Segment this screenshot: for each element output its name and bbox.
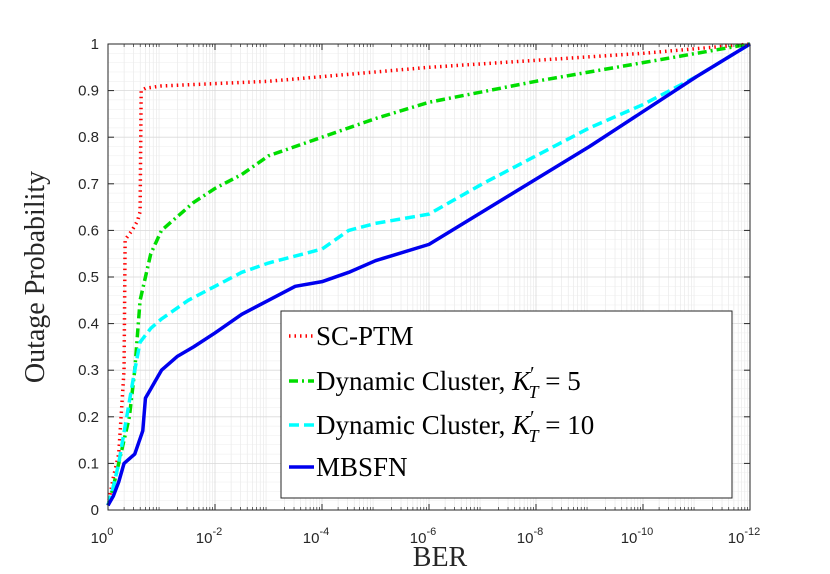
x-tick-base: 10 <box>196 530 213 547</box>
y-tick-label: 0.5 <box>78 269 99 286</box>
legend-entry-dynamic-cluster-5: Dynamic Cluster, K′ T = 5 <box>289 363 581 402</box>
series-line-sc-ptm <box>106 42 751 506</box>
legend-math-sup: ′ <box>530 407 534 429</box>
legend-label-mbsfn: MBSFN <box>316 452 408 482</box>
series-line-dynamic-cluster-k-t-10 <box>106 42 751 506</box>
x-tick-base: 10 <box>303 530 320 547</box>
y-tick-label: 0.1 <box>78 455 99 472</box>
x-tick-labels: 100 10-2 10-4 10-6 10-8 10-10 10-12 <box>91 526 761 547</box>
y-axis-label: Outage Probability <box>20 171 51 383</box>
x-tick-label: 10-8 <box>517 526 543 547</box>
y-tick-labels: 0 0.1 0.2 0.3 0.4 0.5 0.6 0.7 0.8 0.9 1 <box>78 36 99 519</box>
series-line-dynamic-cluster-k-t-5 <box>106 42 751 506</box>
y-tick-label: 0.6 <box>78 222 99 239</box>
legend-label-prefix: Dynamic Cluster, <box>316 366 512 396</box>
x-tick-exponent: 0 <box>107 526 113 538</box>
x-tick-label: 100 <box>91 526 114 547</box>
series-lines <box>106 42 751 507</box>
x-tick-base: 10 <box>728 530 745 547</box>
legend-math-rhs: = 10 <box>539 410 595 440</box>
x-tick-exponent: -12 <box>744 526 760 538</box>
x-tick-exponent: -4 <box>319 526 329 538</box>
legend-math-sub: T <box>529 426 541 446</box>
y-tick-label: 0.9 <box>78 83 99 100</box>
x-tick-exponent: -2 <box>212 526 222 538</box>
x-tick-exponent: -10 <box>637 526 653 538</box>
legend-entry-sc-ptm: SC-PTM <box>289 321 414 351</box>
legend-math-rhs: = 5 <box>539 366 581 396</box>
y-tick-label: 0.8 <box>78 129 99 146</box>
y-tick-label: 0.2 <box>78 409 99 426</box>
legend-entry-dynamic-cluster-10: Dynamic Cluster, K′ T = 10 <box>289 407 594 446</box>
legend-entry-mbsfn: MBSFN <box>289 452 408 482</box>
legend-label-dynamic-cluster-10: Dynamic Cluster, K′ T = 10 <box>316 407 594 446</box>
legend-math-var: K <box>511 366 532 396</box>
axis-ticks <box>107 43 751 511</box>
x-tick-label: 10-6 <box>410 526 436 547</box>
x-tick-base: 10 <box>410 530 427 547</box>
legend-label-dynamic-cluster-5: Dynamic Cluster, K′ T = 5 <box>316 363 581 402</box>
legend-box <box>280 310 733 499</box>
x-tick-exponent: -8 <box>533 526 543 538</box>
x-tick-base: 10 <box>621 530 638 547</box>
legend-label-sc-ptm: SC-PTM <box>316 321 414 351</box>
y-tick-label: 0.3 <box>78 362 99 379</box>
x-tick-label: 10-2 <box>196 526 222 547</box>
y-tick-label: 0.4 <box>78 316 99 333</box>
y-tick-label: 0 <box>91 502 99 519</box>
x-tick-base: 10 <box>517 530 534 547</box>
legend: SC-PTM Dynamic Cluster, K′ T = 5 Dynamic … <box>280 310 733 499</box>
series-line-mbsfn <box>106 42 751 507</box>
legend-math-var: K <box>511 410 532 440</box>
x-tick-exponent: -6 <box>426 526 436 538</box>
x-axis-label: BER <box>413 542 468 573</box>
x-tick-label: 10-10 <box>621 526 654 547</box>
legend-label-prefix: Dynamic Cluster, <box>316 410 512 440</box>
x-tick-base: 10 <box>91 530 108 547</box>
legend-math-sub: T <box>529 382 541 402</box>
y-tick-label: 0.7 <box>78 176 99 193</box>
x-tick-label: 10-4 <box>303 526 329 547</box>
y-tick-label: 1 <box>91 36 99 53</box>
legend-math-sup: ′ <box>530 363 534 385</box>
x-tick-label: 10-12 <box>728 526 761 547</box>
